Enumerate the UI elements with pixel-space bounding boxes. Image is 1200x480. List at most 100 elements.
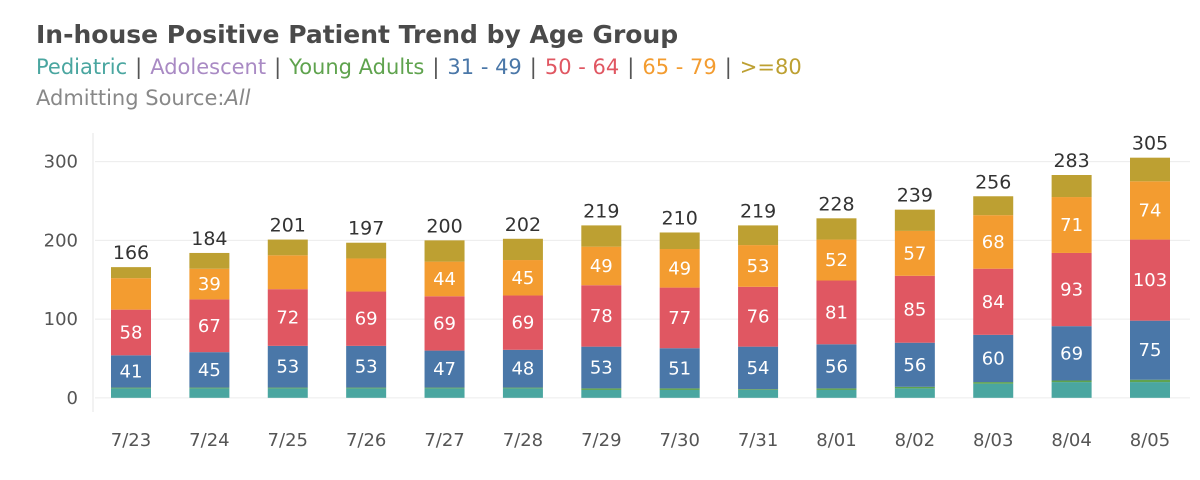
total-label: 202 [505,214,541,236]
bar-segment [346,242,387,259]
data-label: 58 [120,322,143,343]
bar-segment [267,387,308,389]
bar-segment [424,296,465,351]
legend-entry: 65 - 79 [642,55,717,79]
data-label: 78 [590,306,613,327]
data-label: 53 [590,358,613,379]
total-label: 305 [1132,133,1168,155]
bar-segment [581,389,622,398]
y-tick-label: 100 [44,309,78,330]
data-label: 53 [276,357,299,378]
data-label: 69 [355,309,378,330]
x-tick-label: 7/30 [659,430,699,451]
bar-segment [581,225,622,247]
data-label: 45 [198,360,221,381]
bar-segment [189,268,230,300]
bar-segment [424,388,465,398]
bar-segment [894,275,935,343]
subtitle-value: All [224,86,251,110]
bar-segment [659,232,700,250]
bar-segment [894,386,935,389]
bar-segment [502,260,543,296]
bar-segment [346,291,387,346]
bar-segment [267,345,308,388]
bar-segment [659,388,700,390]
legend-entry: >=80 [739,55,802,79]
data-label: 81 [825,302,848,323]
data-label: 53 [355,357,378,378]
bar-segment [424,387,465,389]
data-label: 67 [198,316,221,337]
bar-segment [111,355,151,388]
x-tick-label: 8/05 [1130,430,1170,451]
total-label: 200 [426,215,462,237]
bar-segment [1051,326,1092,381]
bar-segment [502,238,543,261]
data-label: 54 [747,358,770,379]
bar-segment [424,350,465,388]
data-label: 56 [903,355,926,376]
data-label: 47 [433,359,456,380]
data-label: 53 [747,256,770,277]
bar-segment [1130,382,1170,398]
x-tick-label: 7/23 [111,430,151,451]
data-label: 71 [1060,215,1083,236]
legend-entry: Adolescent [150,55,267,79]
data-label: 69 [433,313,456,334]
legend-entry: 50 - 64 [544,55,620,79]
legend-separator: | [274,55,282,79]
bar-segment [267,255,308,290]
subtitle-label: Admitting Source: [36,86,225,110]
data-label: 44 [433,269,456,290]
bar-segment [189,252,230,269]
bar-segment [973,268,1014,335]
bar-segment [816,344,857,389]
legend-entry: Young Adults [289,55,425,79]
x-tick-label: 7/25 [268,430,308,451]
legend-separator: | [135,55,143,79]
x-tick-label: 8/03 [973,430,1013,451]
x-tick-label: 7/27 [424,430,464,451]
data-label: 93 [1060,280,1083,301]
bar-segment [424,261,465,297]
bar-segment [502,295,543,350]
bar-segment [659,249,700,288]
y-tick-label: 0 [67,388,78,409]
data-label: 68 [982,232,1005,253]
bar-segment [973,383,1014,398]
subtitle: Admitting Source:All [36,86,250,110]
data-label: 49 [590,256,613,277]
bar-segment [1051,197,1092,253]
data-label: 57 [903,243,926,264]
bar-segment [502,349,543,388]
total-label: 201 [270,215,306,237]
data-label: 56 [825,356,848,377]
bar-segment [189,387,230,389]
bar-segment [581,388,622,390]
bar-segment [738,286,779,347]
bar-segment [1130,320,1170,380]
bar-segment [894,230,935,276]
bar-segment [1130,379,1170,383]
y-tick-label: 200 [44,230,78,251]
bar-segment [1130,181,1170,240]
bar-segment [1051,382,1092,398]
bar-segment [1051,380,1092,383]
data-label: 48 [511,359,534,380]
bar-segment [816,389,857,398]
bar-segment [346,258,387,292]
bar-segment [346,388,387,398]
bar-segment [816,280,857,345]
bar-segment [267,239,308,256]
bar-segment [267,289,308,346]
bar-segment [738,389,779,390]
x-tick-label: 7/31 [738,430,778,451]
bar-segment [346,345,387,388]
x-tick-label: 7/29 [581,430,621,451]
bar-segment [816,218,857,240]
bar-segment [1051,175,1092,198]
bar-segment [346,387,387,389]
bar-segment [1051,252,1092,327]
bar-segment [111,267,151,279]
data-label: 85 [903,299,926,320]
